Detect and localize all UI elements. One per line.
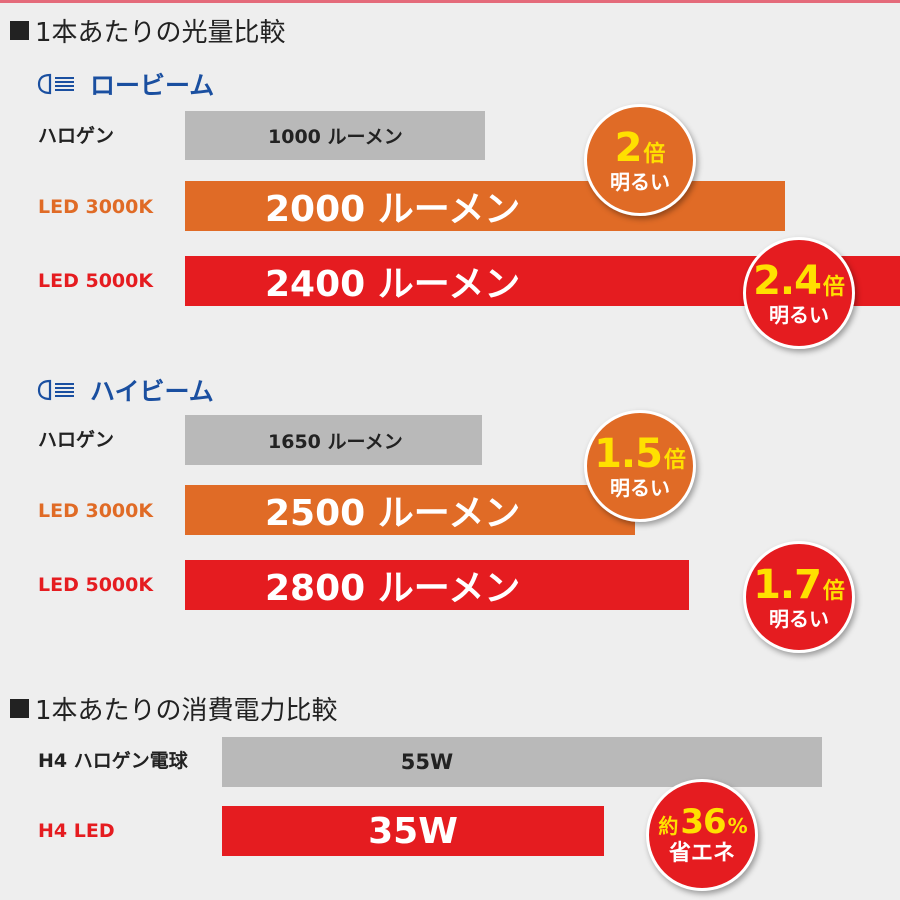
category-label: LED 3000K: [38, 196, 154, 218]
ratio-badge: 1.5 倍 明るい: [584, 410, 696, 522]
category-label: H4 LED: [38, 820, 115, 842]
ratio-badge: 2.4 倍 明るい: [743, 237, 855, 349]
category-label: ハロゲン: [38, 125, 115, 147]
category-label: LED 5000K: [38, 270, 154, 292]
square-bullet-icon: [10, 699, 29, 718]
bar-halogen: 1000 ルーメン: [185, 111, 485, 160]
bar-halogen: 1650 ルーメン: [185, 415, 482, 465]
saving-badge: 約 36 % 省エネ: [646, 779, 758, 891]
bar-led-3000k: 2500 ルーメン: [185, 485, 635, 535]
headlight-icon: [37, 73, 74, 95]
bar-h4-led: 35W: [222, 806, 604, 856]
bar-halogen-bulb: 55W: [222, 737, 822, 787]
top-accent-line: [0, 0, 900, 3]
data-label: 2500 ルーメン: [265, 493, 521, 534]
bar-led-3000k: 2000 ルーメン: [185, 181, 785, 231]
low-beam-heading: ロービーム: [36, 66, 214, 102]
ratio-badge: 1.7 倍 明るい: [743, 541, 855, 653]
square-bullet-icon: [10, 21, 29, 40]
data-label: 55W: [400, 750, 454, 774]
headlight-icon: [37, 379, 74, 401]
data-label: 1000 ルーメン: [268, 126, 403, 148]
data-label: 35W: [368, 810, 458, 852]
category-label: ハロゲン: [38, 429, 115, 451]
power-comparison-title: 1本あたりの消費電力比較: [10, 690, 338, 727]
data-label: 2000 ルーメン: [265, 189, 521, 230]
data-label: 1650 ルーメン: [268, 430, 403, 453]
light-comparison-title: 1本あたりの光量比較: [10, 12, 286, 49]
data-label: 2400 ルーメン: [265, 264, 521, 305]
high-beam-heading: ハイビーム: [36, 372, 214, 408]
category-label: LED 5000K: [38, 574, 154, 596]
data-label: 2800 ルーメン: [265, 568, 521, 609]
category-label: LED 3000K: [38, 500, 154, 522]
bar-led-5000k: 2800 ルーメン: [185, 560, 689, 610]
category-label: H4 ハロゲン電球: [38, 750, 188, 772]
